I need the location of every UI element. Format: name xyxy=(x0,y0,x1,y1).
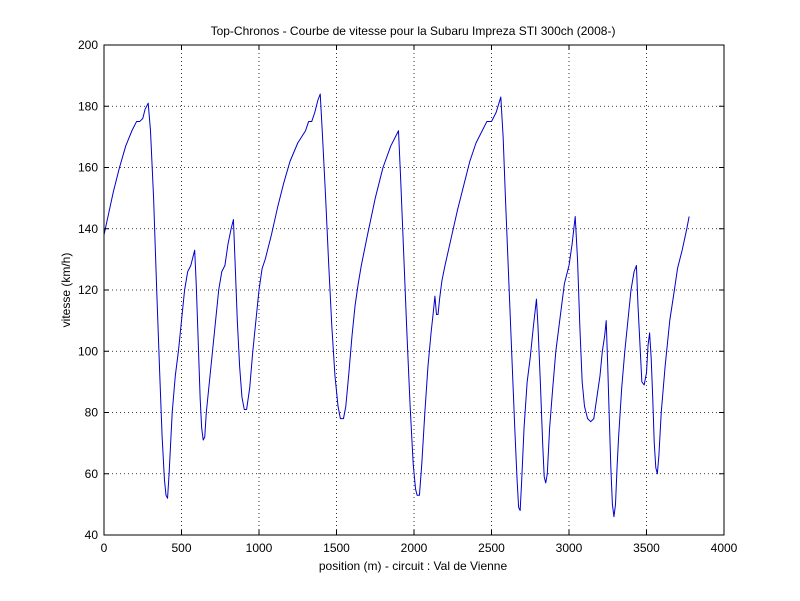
ticks xyxy=(103,44,725,536)
x-tick-label: 3500 xyxy=(633,541,660,555)
x-tick-label: 2500 xyxy=(478,541,505,555)
tick-labels: 0 500 1000 1500 2000 2500 3000 3500 4000 40 60 80 10… xyxy=(78,38,738,555)
y-tick-label: 120 xyxy=(78,283,98,297)
y-tick-label: 160 xyxy=(78,161,98,175)
y-axis-label: vitesse (km/h) xyxy=(59,253,73,328)
x-tick-label: 4000 xyxy=(711,541,738,555)
y-tick-label: 180 xyxy=(78,99,98,113)
y-tick-label: 140 xyxy=(78,222,98,236)
x-tick-label: 0 xyxy=(101,541,108,555)
y-tick-label: 100 xyxy=(78,344,98,358)
y-tick-label: 40 xyxy=(85,528,99,542)
y-tick-label: 60 xyxy=(85,467,99,481)
x-tick-label: 500 xyxy=(171,541,191,555)
grid xyxy=(104,45,724,535)
chart-title: Top-Chronos - Courbe de vitesse pour la … xyxy=(211,24,616,38)
x-tick-label: 1500 xyxy=(323,541,350,555)
x-axis-label: position (m) - circuit : Val de Vienne xyxy=(319,559,508,573)
series-layer xyxy=(103,93,690,518)
speed-series-line xyxy=(103,93,690,518)
y-tick-label: 80 xyxy=(85,406,99,420)
x-tick-label: 2000 xyxy=(401,541,428,555)
y-tick-label: 200 xyxy=(78,38,98,52)
x-tick-label: 3000 xyxy=(556,541,583,555)
x-tick-label: 1000 xyxy=(246,541,273,555)
